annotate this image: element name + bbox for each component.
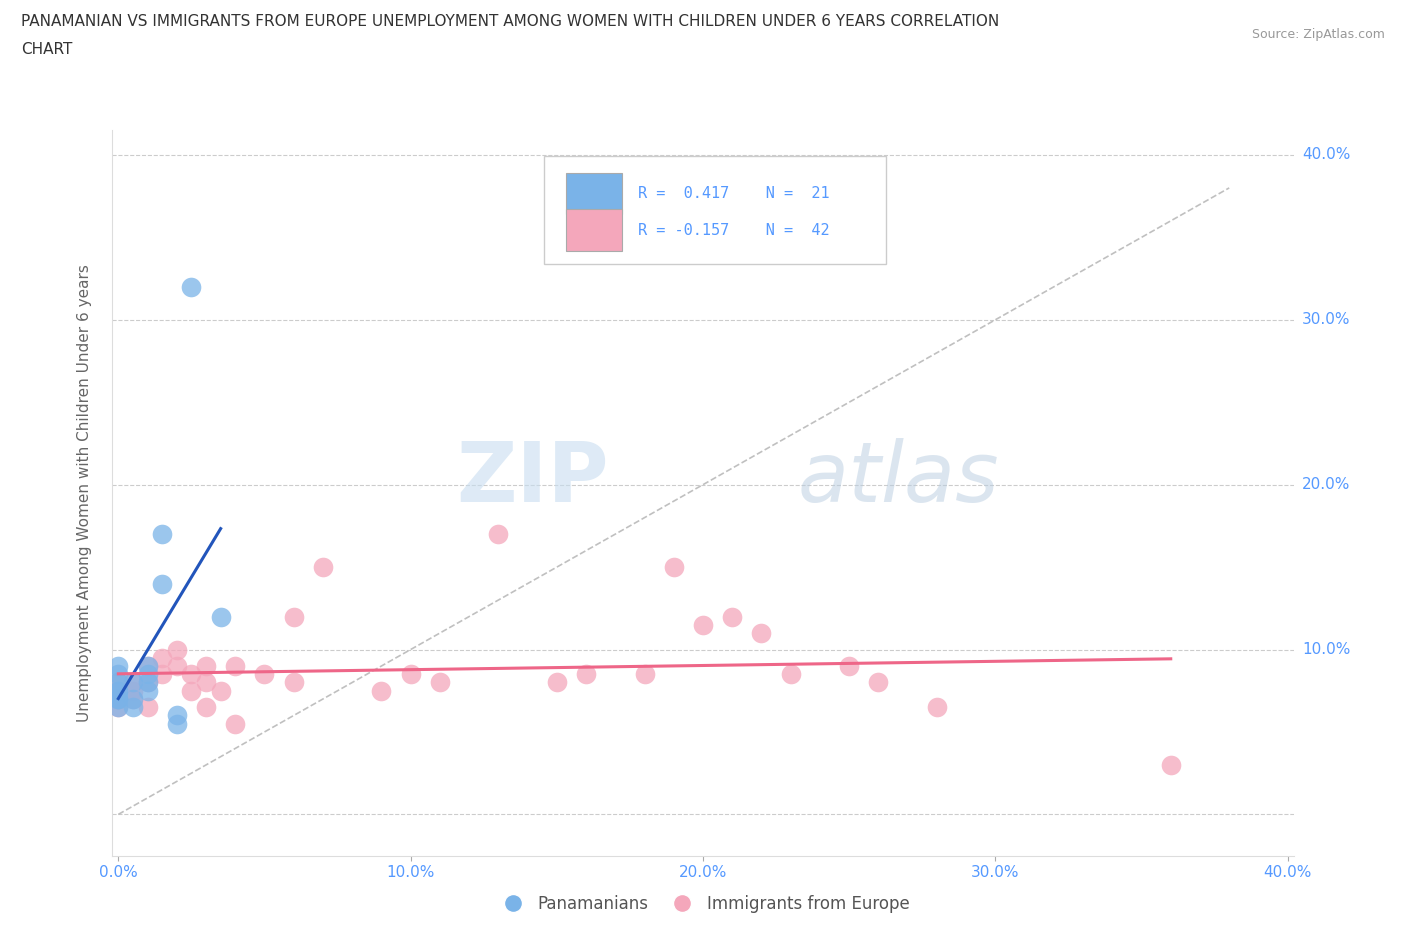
Point: [779, 667, 801, 682]
Point: [224, 658, 246, 673]
Text: 40.0%: 40.0%: [1302, 148, 1351, 163]
Point: [868, 675, 890, 690]
Point: [107, 684, 129, 698]
Point: [136, 675, 159, 690]
Point: [107, 692, 129, 707]
Text: ZIP: ZIP: [456, 438, 609, 519]
Point: [122, 675, 145, 690]
Point: [150, 576, 173, 591]
Legend: Panamanians, Immigrants from Europe: Panamanians, Immigrants from Europe: [489, 888, 917, 920]
FancyBboxPatch shape: [567, 209, 621, 250]
Point: [429, 675, 451, 690]
Point: [122, 692, 145, 707]
Text: 20.0%: 20.0%: [1302, 477, 1351, 492]
Point: [136, 667, 159, 682]
Point: [136, 675, 159, 690]
Point: [399, 667, 422, 682]
Point: [122, 692, 145, 707]
Point: [195, 658, 218, 673]
Text: atlas: atlas: [797, 438, 1000, 519]
Point: [136, 699, 159, 714]
Point: [107, 667, 129, 682]
Point: [283, 609, 305, 624]
Point: [166, 708, 188, 723]
Point: [283, 675, 305, 690]
Point: [136, 658, 159, 673]
Point: [107, 675, 129, 690]
Point: [751, 626, 773, 641]
Text: Source: ZipAtlas.com: Source: ZipAtlas.com: [1251, 28, 1385, 41]
Point: [195, 699, 218, 714]
Point: [166, 716, 188, 731]
Point: [370, 684, 392, 698]
Point: [150, 526, 173, 541]
Point: [107, 699, 129, 714]
Point: [195, 675, 218, 690]
Point: [136, 658, 159, 673]
Point: [107, 684, 129, 698]
Point: [692, 618, 714, 632]
Text: 10.0%: 10.0%: [1302, 642, 1351, 657]
Point: [925, 699, 948, 714]
FancyBboxPatch shape: [567, 173, 621, 214]
Point: [209, 684, 232, 698]
Point: [721, 609, 744, 624]
Point: [662, 560, 685, 575]
Point: [150, 667, 173, 682]
Point: [166, 642, 188, 657]
Point: [180, 667, 202, 682]
Point: [224, 716, 246, 731]
Point: [312, 560, 335, 575]
Text: PANAMANIAN VS IMMIGRANTS FROM EUROPE UNEMPLOYMENT AMONG WOMEN WITH CHILDREN UNDE: PANAMANIAN VS IMMIGRANTS FROM EUROPE UNE…: [21, 14, 1000, 29]
Point: [838, 658, 860, 673]
Text: R = -0.157    N =  42: R = -0.157 N = 42: [638, 223, 830, 238]
Point: [107, 658, 129, 673]
Point: [1160, 757, 1182, 772]
Text: 30.0%: 30.0%: [1302, 312, 1351, 327]
Text: CHART: CHART: [21, 42, 73, 57]
Point: [150, 650, 173, 665]
Point: [107, 684, 129, 698]
Point: [180, 684, 202, 698]
Point: [546, 675, 568, 690]
Point: [633, 667, 655, 682]
Point: [122, 675, 145, 690]
Point: [166, 658, 188, 673]
Point: [253, 667, 276, 682]
Point: [136, 684, 159, 698]
Point: [122, 684, 145, 698]
Text: R =  0.417    N =  21: R = 0.417 N = 21: [638, 186, 830, 201]
Point: [107, 699, 129, 714]
Point: [107, 675, 129, 690]
Point: [107, 692, 129, 707]
Y-axis label: Unemployment Among Women with Children Under 6 years: Unemployment Among Women with Children U…: [77, 264, 91, 722]
Point: [180, 279, 202, 294]
Point: [486, 526, 509, 541]
FancyBboxPatch shape: [544, 155, 886, 264]
Point: [575, 667, 598, 682]
Point: [107, 692, 129, 707]
Point: [122, 699, 145, 714]
Point: [209, 609, 232, 624]
